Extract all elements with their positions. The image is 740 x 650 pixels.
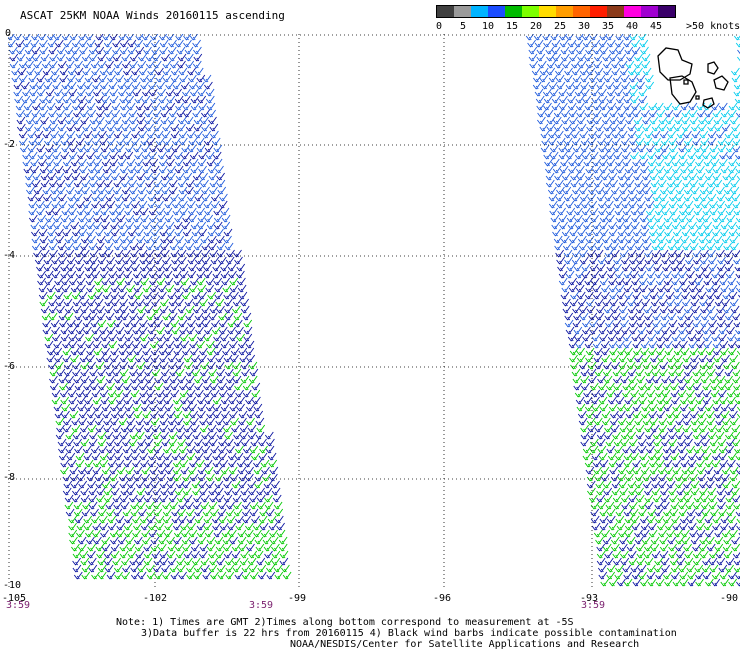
lat-label: -8 (3, 472, 16, 483)
legend-label: 35 (602, 21, 615, 32)
legend-label: 30 (578, 21, 591, 32)
legend-swatch (505, 6, 522, 17)
lat-label: -4 (3, 250, 16, 261)
lat-lon-grid (8, 34, 740, 590)
time-label: 3:59 (581, 600, 606, 611)
legend-swatch (454, 6, 471, 17)
lat-label: -10 (3, 580, 22, 591)
lon-label: -93 (580, 593, 599, 604)
wind-barb-group-medium (8, 34, 740, 349)
lon-label: -96 (433, 593, 452, 604)
island-outline (683, 79, 689, 85)
wind-barb-group-slow (9, 34, 740, 587)
lon-label: -99 (288, 593, 307, 604)
island-outline (707, 61, 719, 75)
legend-swatch (556, 6, 573, 17)
legend-label: 0 (436, 21, 443, 32)
note-line: Note: 1) Times are GMT 2)Times along bot… (116, 617, 574, 628)
legend-label: 40 (626, 21, 639, 32)
island-outline (695, 95, 700, 100)
legend-label: >50 knots (686, 21, 740, 32)
legend-swatch (522, 6, 539, 17)
legend-swatch (658, 6, 675, 17)
island-outline (669, 75, 697, 105)
legend-label: 20 (530, 21, 543, 32)
lon-label: -105 (2, 593, 27, 604)
legend-label: 15 (506, 21, 519, 32)
island-outline (702, 97, 715, 109)
lat-label: -2 (3, 139, 16, 150)
legend-label: 5 (460, 21, 467, 32)
legend-label: 10 (482, 21, 495, 32)
legend-swatch (573, 6, 590, 17)
lon-label: -90 (720, 593, 739, 604)
wind-speed-legend: 0 5 10 15 20 25 30 35 40 45 >50 knots (436, 5, 740, 33)
map-title: ASCAT 25KM NOAA Winds 20160115 ascending (20, 9, 285, 22)
legend-swatch (607, 6, 624, 17)
legend-bar-frame (436, 5, 676, 18)
legend-swatch (437, 6, 454, 17)
island-outline (657, 47, 693, 81)
wind-barb-group-fast (625, 34, 740, 251)
lat-label: -6 (3, 361, 16, 372)
legend-swatch (624, 6, 641, 17)
wind-barbs (8, 34, 740, 587)
note-line: NOAA/NESDIS/Center for Satellite Applica… (290, 639, 640, 650)
legend-swatch (488, 6, 505, 17)
time-label: 3:59 (6, 600, 31, 611)
lat-label: 0 (5, 28, 12, 39)
galapagos-islands (657, 47, 729, 109)
wind-barb-map (8, 34, 740, 590)
legend-swatch (641, 6, 658, 17)
lon-label: -102 (143, 593, 168, 604)
legend-swatch (539, 6, 556, 17)
note-line: 3)Data buffer is 22 hrs from 20160115 4)… (141, 628, 677, 639)
legend-label: 45 (650, 21, 663, 32)
legend-swatch (471, 6, 488, 17)
wind-barb-group-calm (39, 277, 740, 587)
island-outline (713, 75, 729, 91)
legend-swatch (590, 6, 607, 17)
time-label: 3:59 (249, 600, 274, 611)
legend-label: 25 (554, 21, 567, 32)
